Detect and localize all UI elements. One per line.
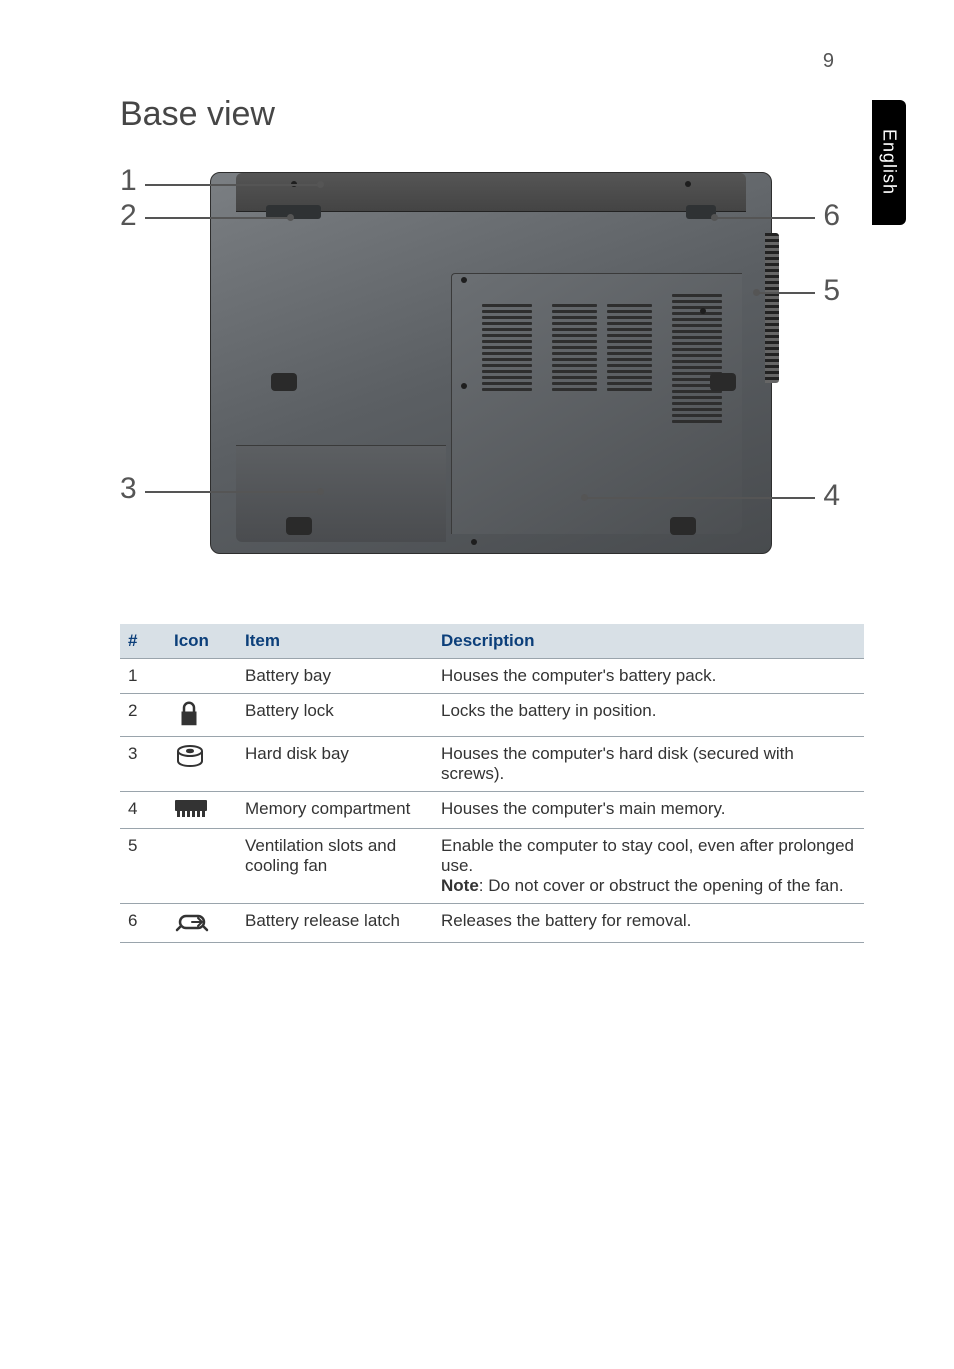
screw-hole [461, 277, 467, 283]
callout-line [715, 217, 815, 219]
row-item: Battery release latch [237, 904, 433, 943]
callout-dot [711, 214, 718, 221]
row-desc: Houses the computer's main memory. [433, 792, 864, 829]
row-number: 5 [120, 829, 166, 904]
screw-hole [471, 539, 477, 545]
row-icon [166, 659, 237, 694]
callout-dot [317, 488, 324, 495]
base-view-diagram: 1 2 3 6 5 4 [120, 154, 840, 584]
vent-column [482, 304, 532, 391]
callout-line [145, 184, 320, 186]
screw-hole [461, 383, 467, 389]
table-row: 3 Hard disk bay Houses the computer's ha… [120, 737, 864, 792]
ventilation-slots-region [765, 233, 779, 383]
note-text: : Do not cover or obstruct the opening o… [479, 876, 844, 895]
note-label: Note [441, 876, 479, 895]
row-number: 3 [120, 737, 166, 792]
lock-icon [166, 694, 237, 737]
memory-compartment-region [451, 273, 742, 534]
page-number: 9 [823, 50, 834, 73]
row-desc-text: Enable the computer to stay cool, even a… [441, 836, 854, 875]
table-header-row: # Icon Item Description [120, 624, 864, 659]
rubber-foot [286, 517, 312, 535]
col-icon: Icon [166, 624, 237, 659]
hard-disk-icon [166, 737, 237, 792]
page-title: Base view [120, 95, 864, 134]
row-desc: Houses the computer's battery pack. [433, 659, 864, 694]
row-item: Memory compartment [237, 792, 433, 829]
callout-1: 1 [120, 164, 137, 198]
language-tab: English [872, 100, 906, 225]
callout-dot [753, 289, 760, 296]
row-item: Ventilation slots and cooling fan [237, 829, 433, 904]
table-row: 5 Ventilation slots and cooling fan Enab… [120, 829, 864, 904]
callout-3: 3 [120, 472, 137, 506]
col-number: # [120, 624, 166, 659]
row-desc: Locks the battery in position. [433, 694, 864, 737]
row-number: 2 [120, 694, 166, 737]
row-item: Hard disk bay [237, 737, 433, 792]
callout-dot [317, 181, 324, 188]
callout-dot [581, 494, 588, 501]
rubber-foot [271, 373, 297, 391]
callout-dot [287, 214, 294, 221]
row-item: Battery bay [237, 659, 433, 694]
screw-hole [685, 181, 691, 187]
callout-6: 6 [823, 199, 840, 233]
callout-5: 5 [823, 274, 840, 308]
document-page: 9 English Base view [0, 0, 954, 1003]
row-desc: Releases the battery for removal. [433, 904, 864, 943]
callout-line [757, 292, 815, 294]
hard-disk-bay-region [236, 445, 446, 542]
vent-column [607, 304, 652, 391]
callout-line [145, 491, 320, 493]
memory-icon [166, 792, 237, 829]
components-table: # Icon Item Description 1 Battery bay Ho… [120, 624, 864, 943]
table-row: 4 Memory compartment Houses the computer… [120, 792, 864, 829]
vent-column [552, 304, 597, 391]
rubber-foot [670, 517, 696, 535]
col-item: Item [237, 624, 433, 659]
table-row: 1 Battery bay Houses the computer's batt… [120, 659, 864, 694]
callout-line [585, 497, 815, 499]
row-item: Battery lock [237, 694, 433, 737]
row-number: 1 [120, 659, 166, 694]
rubber-foot [710, 373, 736, 391]
row-icon [166, 829, 237, 904]
screw-hole [700, 308, 706, 314]
row-desc: Enable the computer to stay cool, even a… [433, 829, 864, 904]
callout-2: 2 [120, 199, 137, 233]
row-number: 6 [120, 904, 166, 943]
latch-icon [166, 904, 237, 943]
vent-column [672, 294, 722, 423]
callout-4: 4 [823, 479, 840, 513]
table-row: 2 Battery lock Locks the battery in posi… [120, 694, 864, 737]
table-row: 6 Battery release latch Releases the bat… [120, 904, 864, 943]
language-tab-label: English [879, 129, 900, 195]
col-description: Description [433, 624, 864, 659]
row-number: 4 [120, 792, 166, 829]
callout-line [145, 217, 290, 219]
row-desc: Houses the computer's hard disk (secured… [433, 737, 864, 792]
